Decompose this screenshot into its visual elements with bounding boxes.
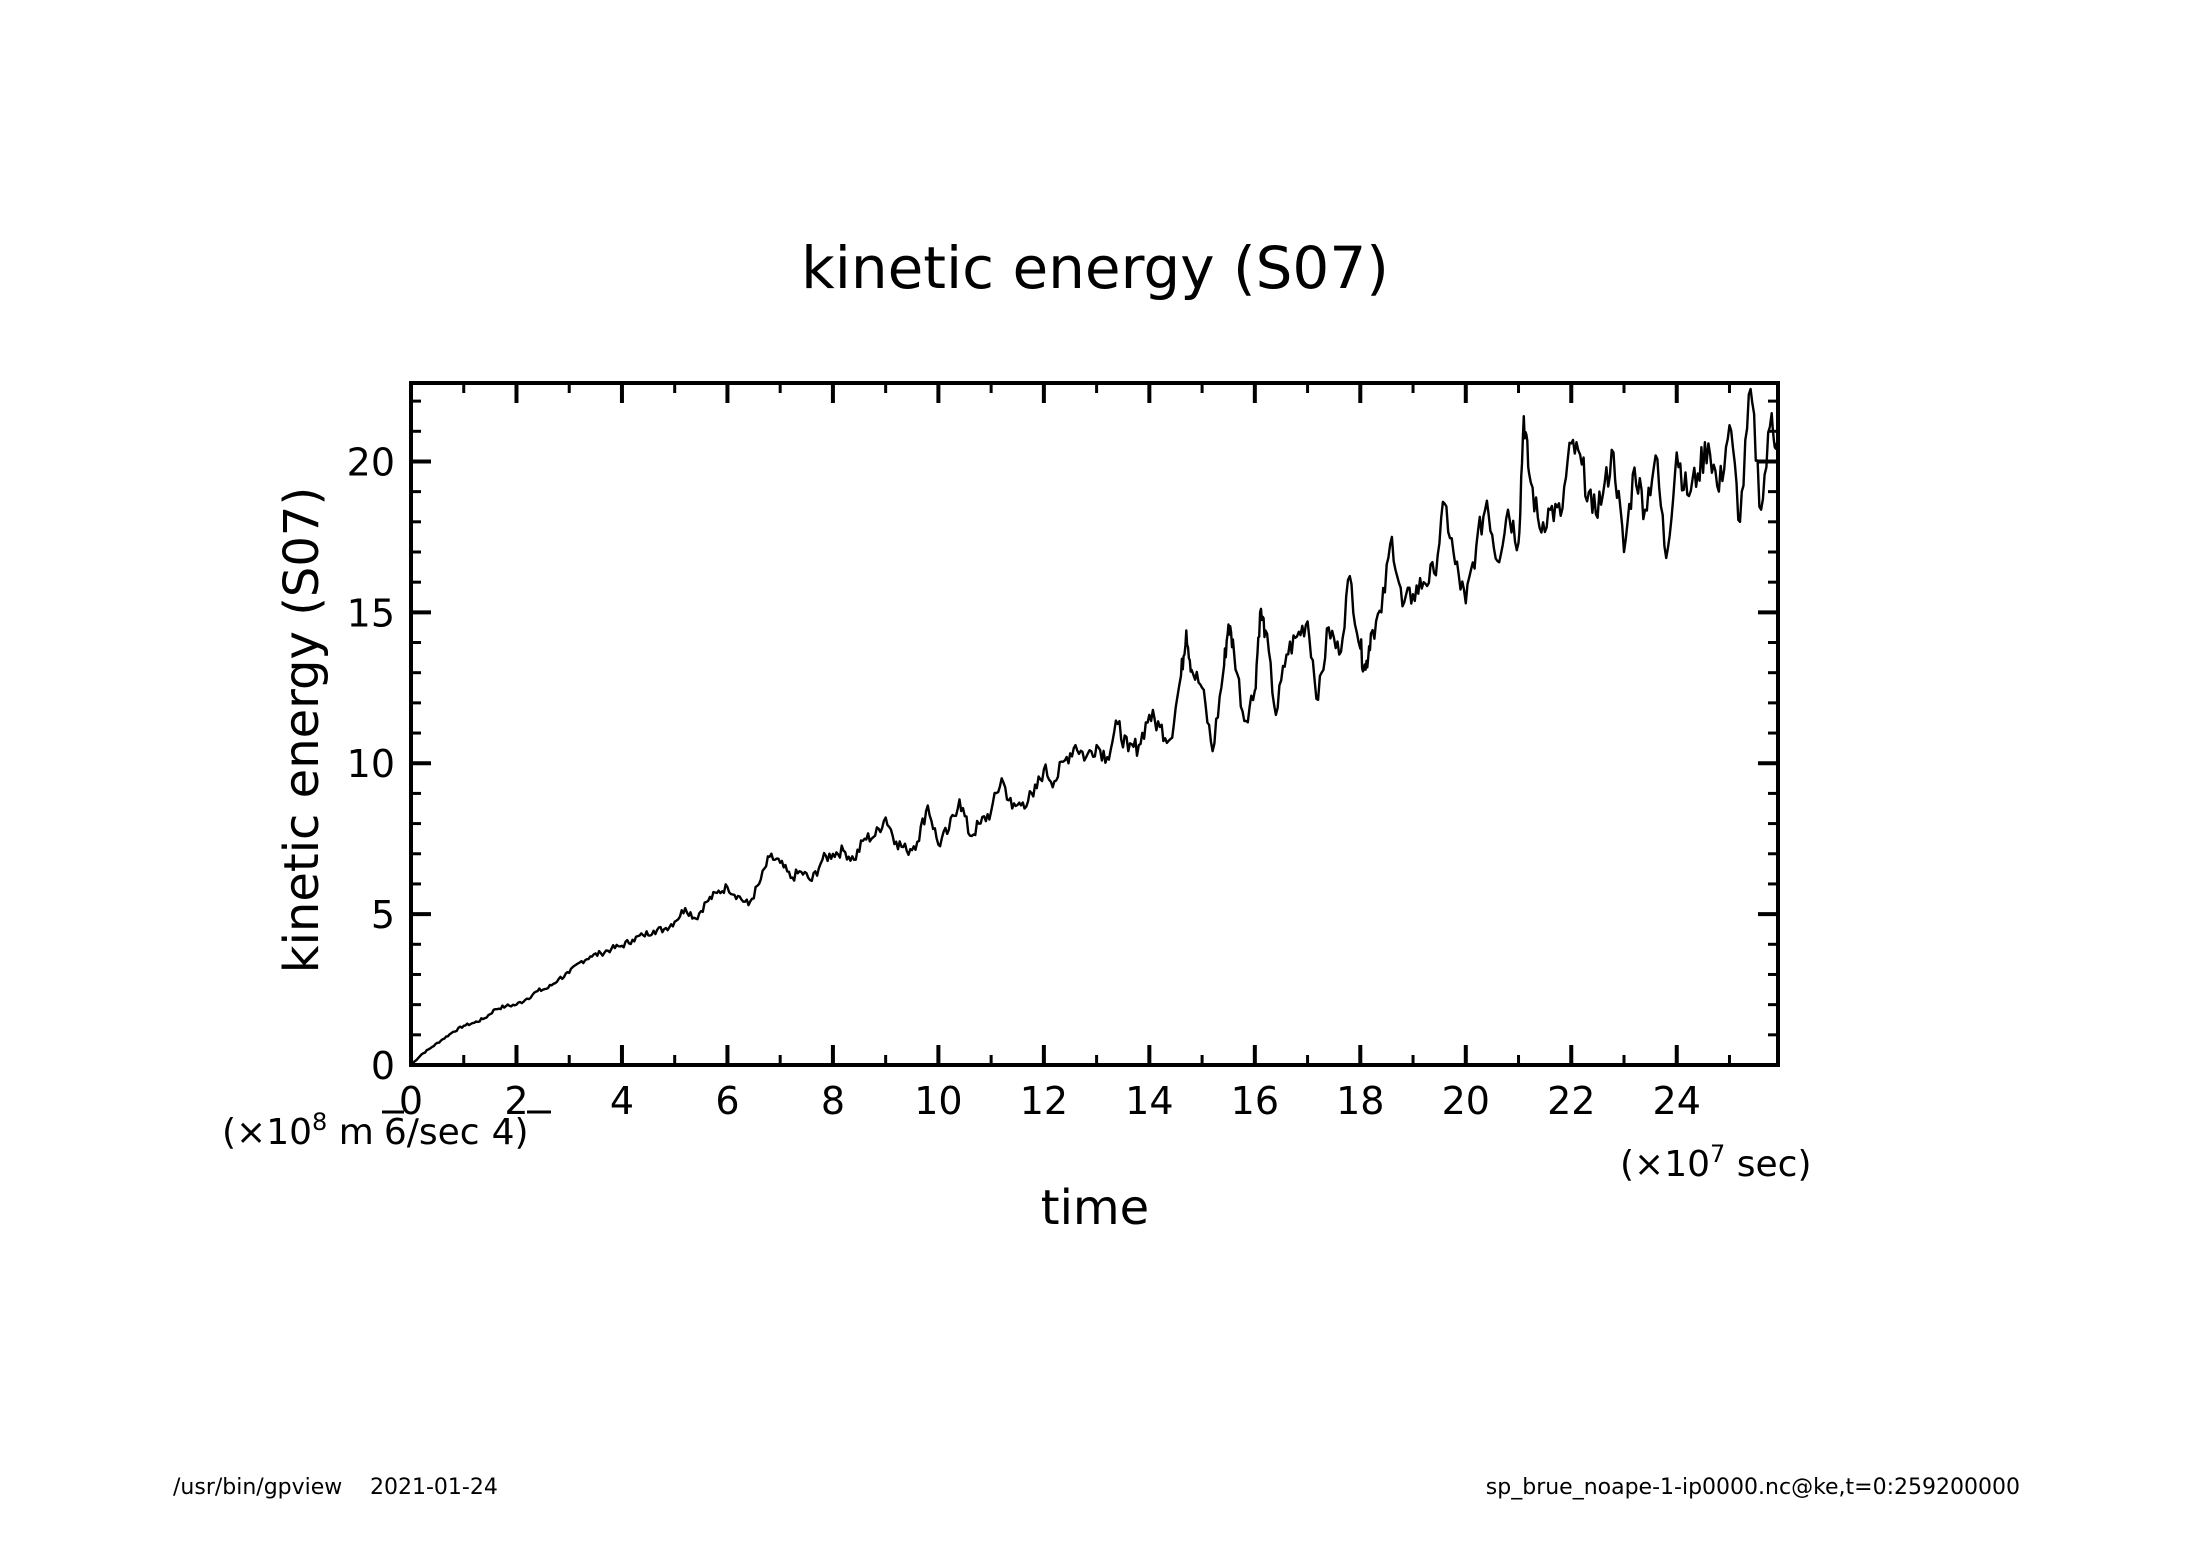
x-tick-label: 0 [399, 1079, 423, 1123]
axis-ticks [409, 383, 1778, 1067]
x-tick-label: 14 [1125, 1079, 1173, 1123]
footer-source: sp_brue_noape-1-ip0000.nc@ke,t=0:2592000… [1486, 1475, 2020, 1500]
y-unit-6: 6/sec [384, 1112, 480, 1153]
x-tick-label: 4 [610, 1079, 634, 1123]
x-axis-label: time [1041, 1180, 1149, 1236]
x-tick-label: 16 [1231, 1079, 1279, 1123]
series-line-kinetic-energy [410, 387, 1780, 1066]
x-unit-base: (×10 [1620, 1144, 1710, 1185]
x-tick-label: 24 [1653, 1079, 1701, 1123]
y-unit-label: (×108 m 6/sec 4) [222, 1108, 529, 1153]
y-tick-label: 10 [347, 742, 395, 786]
y-tick-label: 20 [347, 440, 395, 484]
plot-frame [409, 381, 1780, 1067]
x-unit-rest: sec) [1725, 1144, 1811, 1185]
x-unit-exp: 7 [1710, 1140, 1725, 1168]
footer-date: 2021-01-24 [370, 1475, 498, 1500]
y-unit-m: m [327, 1112, 374, 1153]
y-unit-exp: 8 [312, 1108, 327, 1136]
footer-program: /usr/bin/gpview [173, 1475, 342, 1500]
chart-title: kinetic energy (S07) [801, 234, 1389, 302]
x-tick-label: 2 [504, 1079, 528, 1123]
y-unit-4: 4) [492, 1112, 529, 1153]
x-tick-label: 12 [1020, 1079, 1068, 1123]
x-tick-label: 20 [1442, 1079, 1490, 1123]
x-tick-label: 10 [914, 1079, 962, 1123]
y-unit-base: (×10 [222, 1112, 312, 1153]
x-unit-label: (×107 sec) [1620, 1140, 1812, 1185]
x-tick-label: 22 [1547, 1079, 1595, 1123]
x-tick-label: 6 [715, 1079, 739, 1123]
x-tick-label: 18 [1336, 1079, 1384, 1123]
y-tick-label: 5 [371, 893, 395, 937]
y-tick-label: 15 [347, 591, 395, 635]
y-tick-label: 0 [371, 1044, 395, 1088]
x-tick-label: 8 [821, 1079, 845, 1123]
y-axis-label: kinetic energy (S07) [274, 487, 330, 973]
